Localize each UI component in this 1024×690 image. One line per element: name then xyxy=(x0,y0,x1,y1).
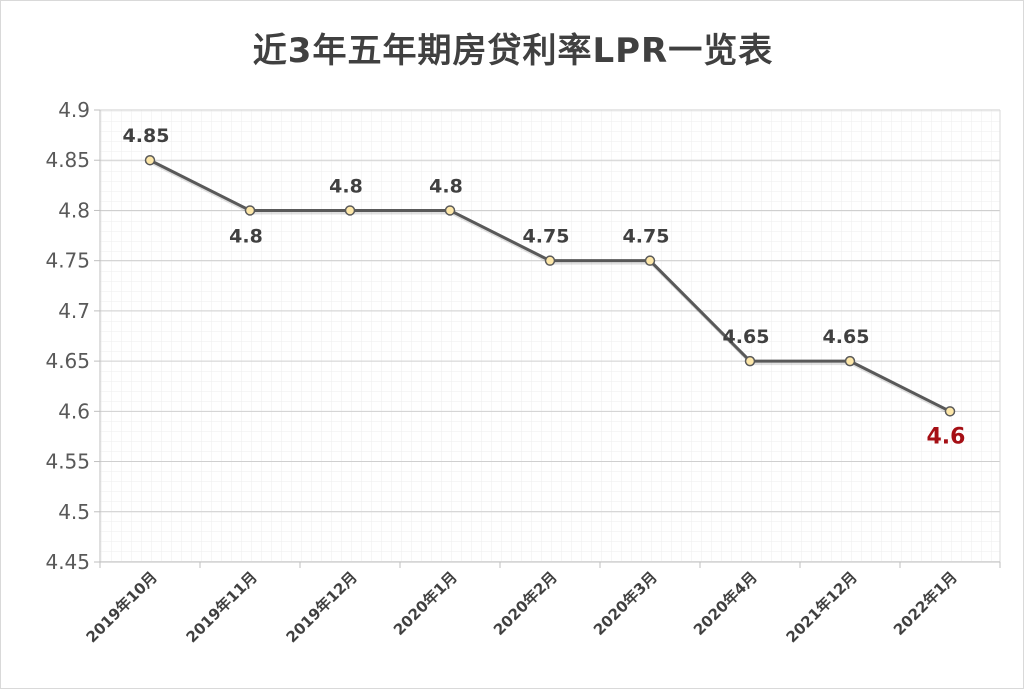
plot-area xyxy=(100,110,1000,562)
series-markers xyxy=(144,154,956,417)
x-axis: 2019年10月 2019年11月 2019年12月 2020年1月 2020年2月 20… xyxy=(83,561,1001,646)
y-tick-label: 4.9 xyxy=(58,98,90,122)
y-axis: 4.9 4.85 4.8 4.75 4.7 4.65 4.6 4.55 4.5 4.45 xyxy=(45,98,1001,574)
y-tick-label: 4.75 xyxy=(45,249,90,273)
data-labels: 4.85 4.8 4.8 4.8 4.75 4.75 4.65 4.65 4.6 xyxy=(123,125,966,449)
data-point-marker xyxy=(744,355,756,367)
y-tick-label: 4.5 xyxy=(58,500,90,524)
data-point-marker xyxy=(244,205,256,216)
y-tick-label: 4.85 xyxy=(45,148,90,172)
data-point-marker xyxy=(144,154,156,166)
y-tick-label: 4.65 xyxy=(45,349,90,373)
data-label: 4.75 xyxy=(523,226,570,248)
y-tick-label: 4.6 xyxy=(58,399,90,423)
data-point-marker xyxy=(444,205,456,216)
x-tick-label: 2021年12月 xyxy=(783,568,861,646)
y-tick-label: 4.7 xyxy=(58,299,90,323)
x-tick-label: 2020年3月 xyxy=(590,568,661,639)
data-label: 4.65 xyxy=(723,326,770,348)
chart-title: 近3年五年期房贷利率LPR一览表 xyxy=(252,31,774,71)
x-tick-label: 2022年1月 xyxy=(890,568,961,639)
y-tick-label: 4.8 xyxy=(58,198,90,222)
data-label: 4.65 xyxy=(823,326,870,348)
data-label: 4.8 xyxy=(229,225,263,247)
data-label: 4.75 xyxy=(623,226,670,248)
data-point-marker xyxy=(844,355,856,367)
data-label: 4.8 xyxy=(429,175,463,197)
x-tick-label: 2019年10月 xyxy=(83,568,161,646)
x-tick-label: 2020年2月 xyxy=(490,568,561,639)
data-label: 4.85 xyxy=(123,125,170,147)
x-tick-label: 2020年1月 xyxy=(390,568,461,639)
x-tick-label: 2020年4月 xyxy=(690,568,761,639)
data-point-marker xyxy=(544,255,556,266)
data-label: 4.8 xyxy=(329,175,363,197)
data-point-marker xyxy=(344,205,356,216)
y-tick-label: 4.45 xyxy=(45,550,90,574)
data-point-marker xyxy=(644,255,656,266)
x-tick-label: 2019年11月 xyxy=(183,568,261,646)
major-gridlines xyxy=(100,109,1000,563)
y-tick-label: 4.55 xyxy=(45,450,90,474)
x-tick-label: 2019年12月 xyxy=(283,568,361,646)
data-point-marker xyxy=(944,406,956,417)
data-label: 4.6 xyxy=(927,424,966,449)
